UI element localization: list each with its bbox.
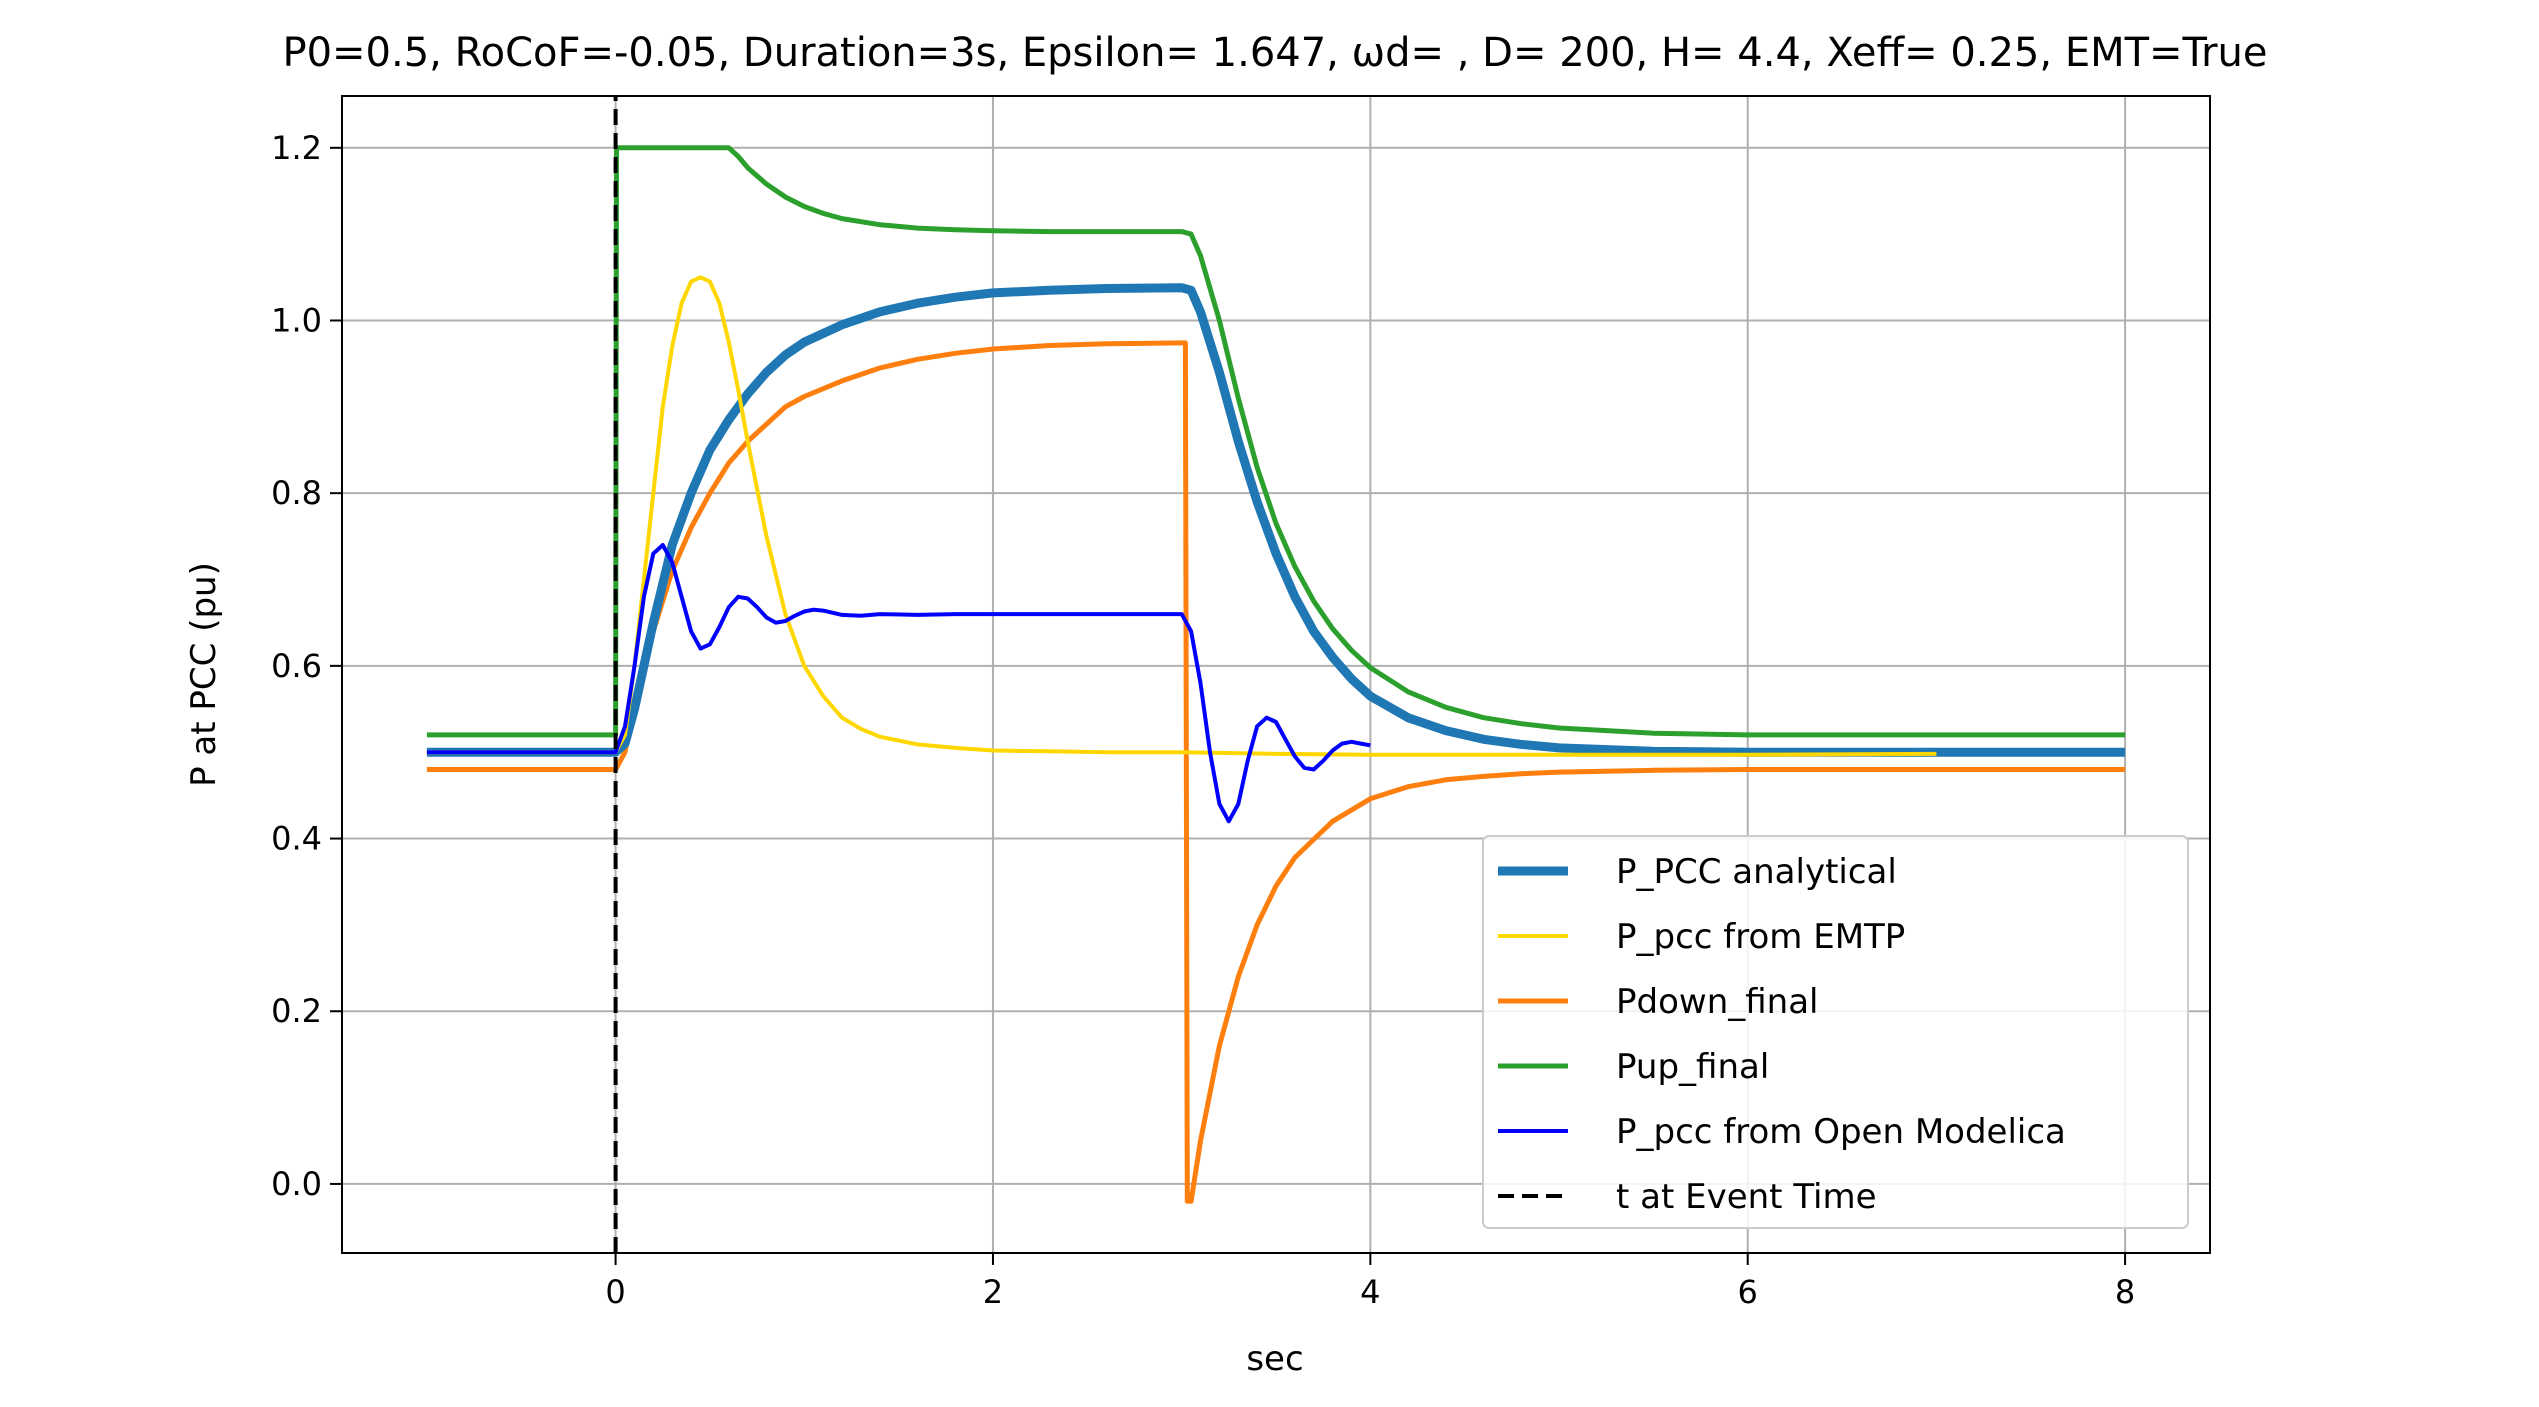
y-tick-label: 0.8 (271, 474, 322, 512)
x-tick-label: 0 (605, 1273, 625, 1311)
x-axis-label: sec (1246, 1339, 1303, 1379)
series-line-p-pcc-analytical (426, 283, 2126, 757)
y-tick-label: 0.4 (271, 820, 322, 858)
y-tick-label: 1.0 (271, 301, 322, 339)
legend-box (1482, 835, 2189, 1229)
legend-label: Pup_final (1616, 1047, 1769, 1087)
chart-title: P0=0.5, RoCoF=-0.05, Duration=3s, Epsilo… (282, 30, 2267, 76)
y-tick-label: 0.6 (271, 647, 322, 685)
y-tick-label: 1.2 (271, 129, 322, 167)
legend: P_PCC analytical P_pcc from EMTP Pdown_fin… (1482, 835, 2189, 1229)
series-line-p-pcc-from-open-modelica (426, 543, 1371, 824)
x-tick-label: 6 (1738, 1273, 1758, 1311)
x-tick-label: 2 (983, 1273, 1003, 1311)
series-line-p-pcc-from-emtp (426, 275, 1937, 757)
y-tick-label: 0.0 (271, 1165, 322, 1203)
legend-label: t at Event Time (1616, 1177, 1877, 1217)
legend-label: P_pcc from Open Modelica (1616, 1112, 2066, 1152)
x-tick-label: 8 (2115, 1273, 2135, 1311)
plot-frame (341, 95, 2211, 1254)
axis-ticks: 0 2 4 6 8 0.0 0.2 0.4 0.6 0.8 1.0 1.2 (271, 129, 2135, 1311)
series-line-pup-final (426, 145, 2126, 738)
series-group (426, 96, 2126, 1253)
legend-label: P_pcc from EMTP (1616, 917, 1905, 957)
x-tick-label: 4 (1360, 1273, 1380, 1311)
series-line-pdown-final (426, 340, 2126, 1204)
legend-label: P_PCC analytical (1616, 852, 1897, 892)
y-axis-label: P at PCC (pu) (184, 562, 224, 787)
legend-label: Pdown_final (1616, 982, 1819, 1022)
y-tick-label: 0.2 (271, 992, 322, 1030)
